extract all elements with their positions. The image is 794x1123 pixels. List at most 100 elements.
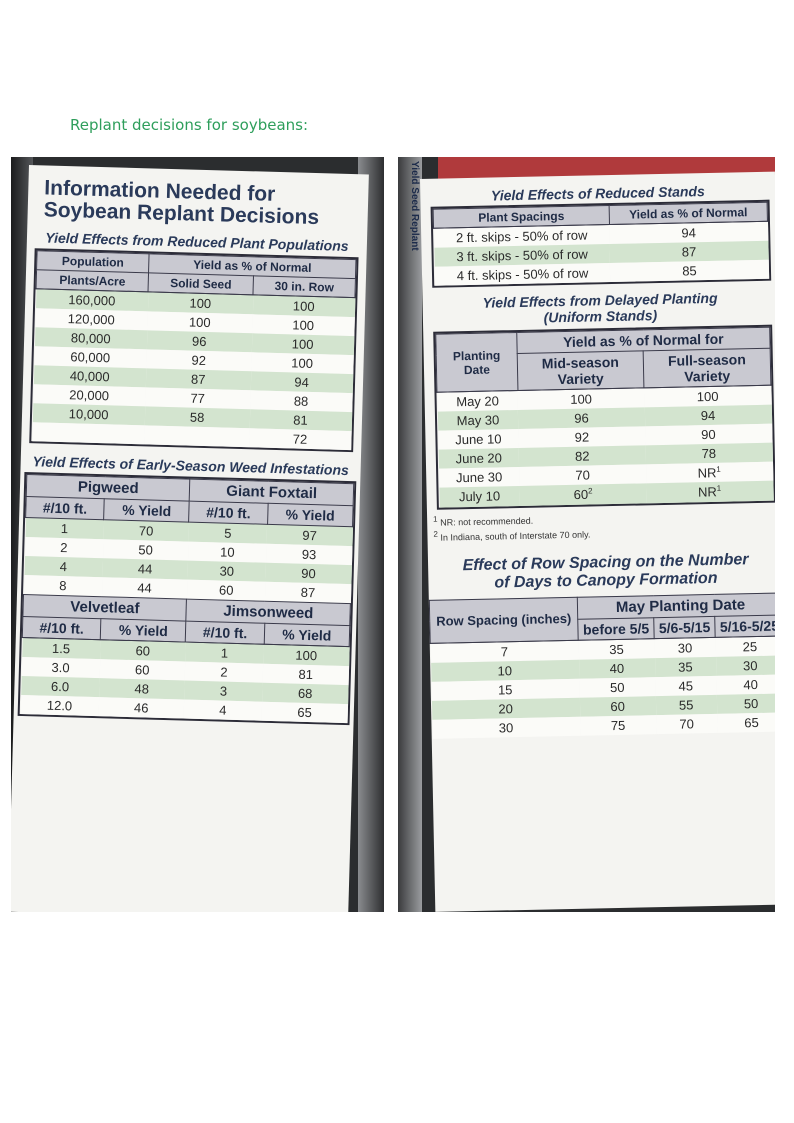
mid-season-cell-value: 100	[570, 391, 593, 407]
header-count-1: #/10 ft.	[25, 496, 105, 520]
header-planting-date: Planting Date	[435, 332, 518, 393]
velvetleaf-yield-cell: 48	[98, 678, 185, 700]
planting-date-cell: June 30	[438, 466, 520, 488]
velvetleaf-yield-cell: 46	[98, 697, 185, 719]
footnote-1-mark: 1	[433, 514, 438, 524]
delayed-title: Yield Effects from Delayed Planting (Uni…	[422, 289, 775, 328]
delayed-table: Planting Date Yield as % of Normal for M…	[433, 324, 775, 510]
may-16-25-cell: 25	[715, 635, 775, 657]
mid-season-cell-value: 96	[574, 410, 589, 426]
spine-text: Yield Seed Replant	[409, 161, 420, 251]
stands-table: Plant Spacings Yield as % of Normal 2 ft…	[430, 199, 772, 288]
foxtail-yield-cell: 97	[266, 524, 353, 547]
footnote-ref: 2	[587, 486, 593, 496]
full-season-cell: 100	[643, 385, 772, 408]
mid-season-cell: 70	[519, 464, 646, 487]
full-season-cell-value: NR	[697, 484, 717, 500]
jimsonweed-count-cell: 2	[184, 661, 264, 683]
book-spine: Yield Seed Replant	[398, 157, 422, 912]
header-canopy-col: before 5/5	[577, 617, 655, 640]
weeds-table: Pigweed Giant Foxtail #/10 ft. % Yield #…	[17, 471, 357, 726]
header-canopy-col: 5/16-5/25	[714, 614, 775, 638]
velvetleaf-count-cell: 1.5	[21, 637, 101, 660]
mid-season-cell-value: 92	[574, 429, 590, 445]
velvetleaf-count-cell: 3.0	[21, 656, 100, 679]
before-5-5-cell: 50	[579, 676, 656, 698]
pigweed-count-cell: 2	[24, 537, 104, 559]
jimsonweed-count-cell: 1	[185, 642, 264, 664]
mid-season-cell: 100	[517, 387, 645, 410]
header-count-2: #/10 ft.	[189, 501, 268, 525]
planting-date-cell: May 20	[436, 390, 519, 412]
header-full-season: Full-season Variety	[643, 348, 771, 388]
velvetleaf-count-cell: 6.0	[20, 675, 100, 698]
full-season-cell: NR1	[645, 461, 773, 484]
canopy-table: Row Spacing (inches) May Planting Date b…	[429, 592, 775, 739]
right-page: Yield Effects of Reduced Stands Plant Sp…	[420, 171, 775, 912]
pigweed-yield-cell: 70	[103, 519, 190, 542]
velvetleaf-count-cell: 12.0	[20, 694, 99, 717]
header-count-4: #/10 ft.	[185, 621, 265, 645]
pigweed-yield-cell: 44	[102, 558, 189, 580]
left-photo: Information Needed for Soybean Replant D…	[11, 157, 384, 912]
before-5-5-cell: 75	[579, 714, 657, 736]
planting-date-cell: June 20	[438, 447, 520, 469]
pigweed-count-cell: 1	[25, 517, 104, 540]
full-season-cell-value: NR	[697, 465, 717, 481]
pigweed-count-cell: 4	[24, 556, 103, 578]
full-season-cell: NR1	[645, 481, 774, 503]
before-5-5-cell: 35	[578, 638, 655, 660]
jimsonweed-yield-cell: 68	[262, 682, 349, 705]
foxtail-yield-cell: 87	[265, 581, 351, 604]
mid-season-cell-value: 70	[575, 467, 591, 483]
header-yield-2: % Yield	[267, 503, 354, 527]
canopy-title: Effect of Row Spacing on the Number of D…	[428, 550, 775, 593]
jimsonweed-yield-cell: 100	[263, 644, 350, 667]
mid-season-cell-value: 60	[573, 487, 589, 503]
may-6-15-cell: 55	[655, 694, 717, 715]
population-cell	[31, 422, 145, 445]
page-caption: Replant decisions for soybeans:	[70, 116, 309, 134]
may-6-15-cell: 70	[655, 713, 718, 734]
pigweed-yield-cell: 44	[101, 577, 188, 600]
may-16-25-cell: 50	[716, 693, 775, 714]
foxtail-count-cell: 30	[187, 560, 267, 582]
planting-date-cell: June 10	[437, 428, 519, 450]
before-5-5-cell: 40	[578, 657, 656, 679]
pigweed-count-cell: 8	[23, 575, 103, 597]
jimsonweed-count-cell: 3	[184, 680, 263, 702]
jimsonweed-yield-cell: 81	[262, 663, 349, 686]
full-season-cell-value: 94	[700, 407, 716, 424]
full-season-cell-value: 100	[696, 388, 719, 405]
footnote-1-text: NR: not recommended.	[440, 515, 534, 528]
plant-spacing-cell: 4 ft. skips - 50% of row	[434, 263, 611, 286]
header-row-spacing: Row Spacing (inches)	[429, 596, 579, 644]
stand-yield-cell: 85	[610, 259, 769, 283]
mid-season-cell-value: 82	[574, 448, 590, 464]
header-yield-4: % Yield	[263, 623, 350, 647]
header-mid-season: Mid-season Variety	[517, 350, 644, 391]
footnote-ref: 1	[716, 484, 722, 494]
header-yield-1: % Yield	[103, 498, 190, 523]
header-canopy-col: 5/6-5/15	[653, 616, 716, 639]
mid-season-cell: 602	[519, 483, 647, 506]
foxtail-count-cell: 60	[186, 579, 266, 602]
header-count-3: #/10 ft.	[22, 616, 102, 640]
solid-seed-cell	[143, 425, 250, 448]
jimsonweed-count-cell: 4	[183, 699, 263, 721]
may-16-25-cell: 65	[716, 712, 775, 733]
foxtail-count-cell: 10	[188, 541, 267, 563]
jimsonweed-yield-cell: 65	[261, 701, 348, 724]
foxtail-count-cell: 5	[188, 522, 268, 544]
may-6-15-cell: 35	[654, 656, 716, 677]
header-yield-3: % Yield	[100, 618, 187, 643]
left-page: Information Needed for Soybean Replant D…	[11, 165, 369, 912]
foxtail-yield-cell: 93	[266, 543, 352, 566]
may-16-25-cell: 40	[715, 674, 775, 695]
footnote-ref: 1	[716, 464, 721, 474]
delayed-footnotes: 1 NR: not recommended. 2 In Indiana, sou…	[427, 506, 775, 543]
foxtail-yield-cell: 90	[265, 562, 352, 585]
planting-date-cell: May 30	[437, 409, 519, 431]
velvetleaf-yield-cell: 60	[99, 639, 186, 662]
may-6-15-cell: 30	[654, 637, 716, 658]
